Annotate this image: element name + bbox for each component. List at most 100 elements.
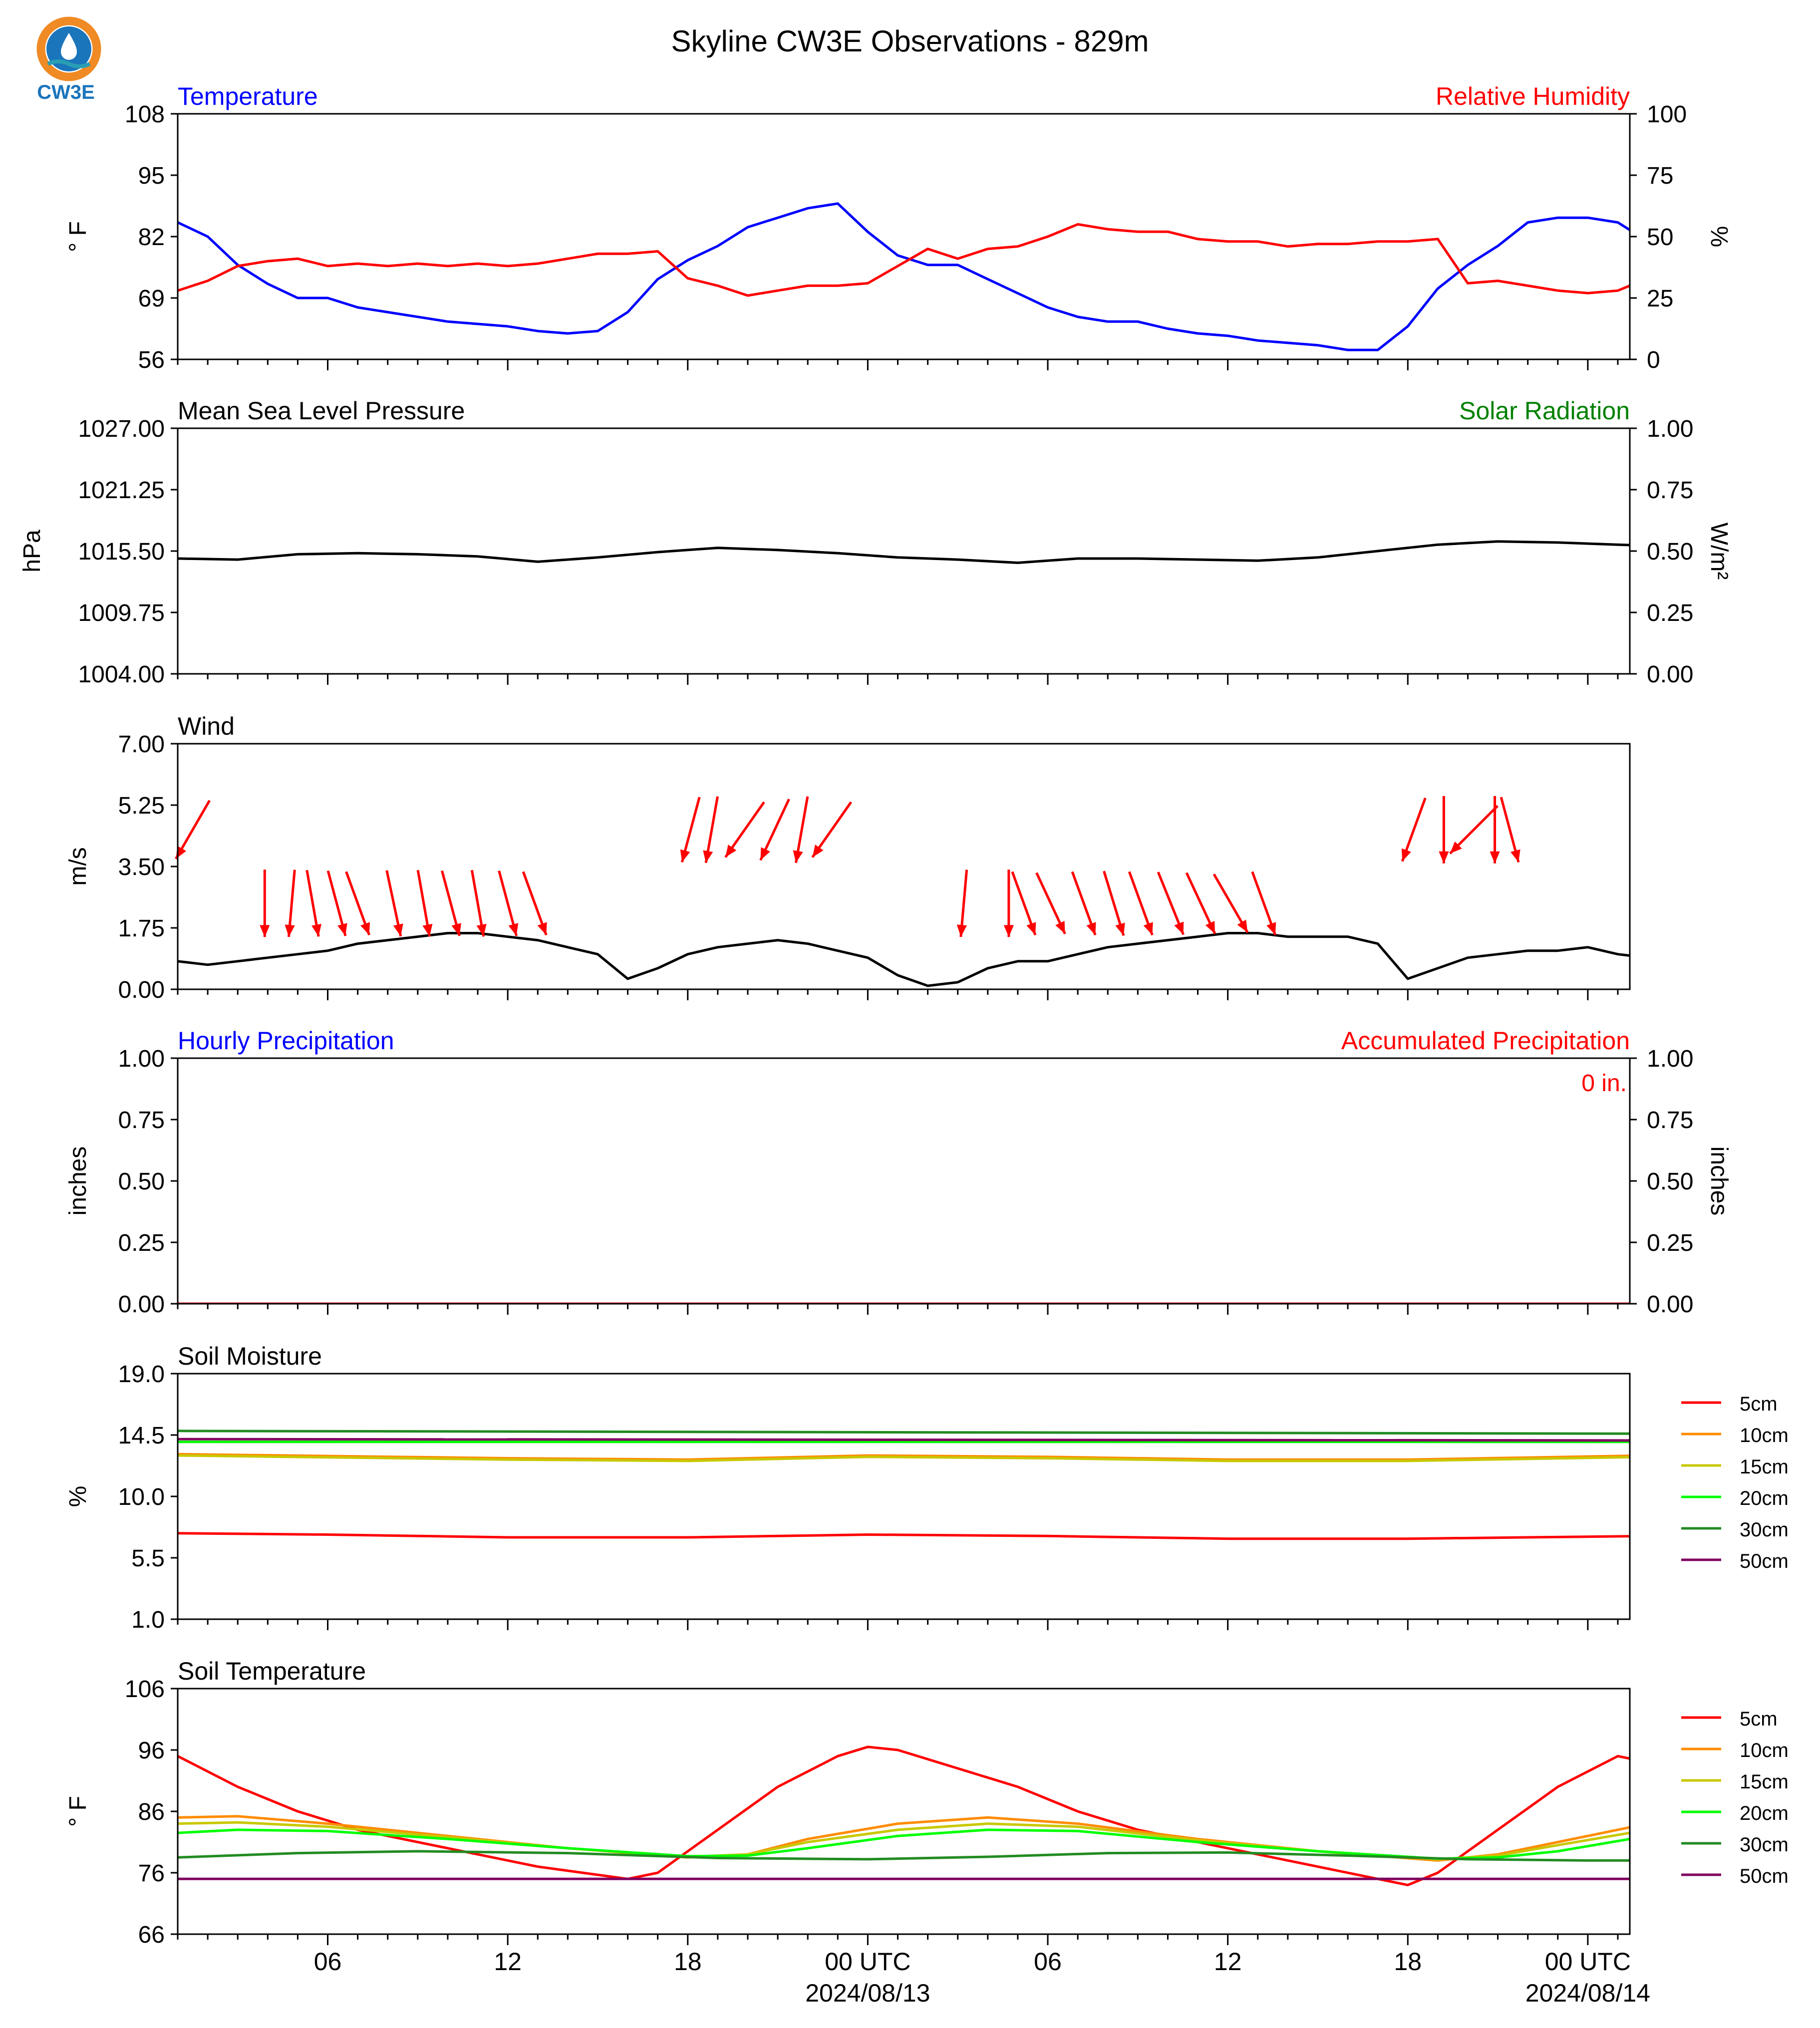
y-tick-label: 66	[138, 1922, 165, 1948]
wind-arrowhead	[1490, 851, 1500, 864]
legend-label: 10cm	[1740, 1739, 1789, 1761]
x-tick-label: 00 UTC	[1545, 1948, 1631, 1976]
y-right-tick-label: 1.00	[1647, 416, 1693, 442]
wind-arrowhead	[537, 922, 547, 935]
panel-left-title: Wind	[178, 712, 235, 740]
legend-label: 5cm	[1740, 1393, 1778, 1415]
series-line-5cm	[178, 1745, 1630, 1887]
wind-arrowhead	[1055, 920, 1065, 934]
wind-arrowhead	[703, 850, 713, 863]
wind-arrowhead	[337, 923, 347, 936]
x-date-label: 2024/08/14	[1525, 1979, 1650, 2007]
panel-right-title: Accumulated Precipitation	[1341, 1027, 1630, 1055]
wind-arrowhead	[476, 923, 487, 937]
y-axis-label: inches	[65, 1147, 91, 1216]
logo-sun-icon	[36, 16, 101, 81]
series-line-30cm	[178, 1850, 1630, 1862]
wind-arrowhead	[360, 922, 370, 935]
panel-frame	[177, 743, 1631, 990]
legend-label: 20cm	[1740, 1487, 1789, 1509]
y-right-tick-label: 0	[1647, 347, 1660, 373]
y-right-tick-label: 25	[1647, 286, 1673, 312]
y-tick-label: 96	[138, 1738, 165, 1764]
wind-arrowhead	[1003, 925, 1014, 937]
series-group	[178, 1745, 1630, 1887]
series-line-15cm	[178, 1454, 1630, 1462]
wind-arrowhead	[725, 845, 737, 858]
y-tick-label: 106	[125, 1676, 165, 1703]
wind-arrowhead	[260, 925, 270, 937]
wind-arrowhead	[1237, 919, 1248, 933]
x-tick-label: 18	[1394, 1948, 1422, 1976]
y-tick-label: 1027.00	[78, 416, 165, 442]
x-date-label: 2024/08/13	[805, 1979, 930, 2007]
y-right-tick-label: 0.00	[1647, 661, 1693, 688]
wind-arrowhead	[760, 847, 770, 861]
panel-frame	[177, 1688, 1631, 1935]
series-line	[178, 202, 1630, 351]
legend-label: 5cm	[1740, 1708, 1778, 1730]
legend-label: 20cm	[1740, 1802, 1789, 1824]
legend: 5cm 10cm 15cm 20cm 30cm 50cm	[1681, 1708, 1789, 1887]
wind-arrowhead	[1205, 920, 1215, 934]
y-axis-label: ° F	[65, 221, 91, 252]
series-line-5cm	[178, 1532, 1630, 1540]
legend-label: 15cm	[1740, 1456, 1789, 1478]
y-right-axis-label: %	[1706, 226, 1732, 248]
y-tick-label: 1015.50	[78, 539, 165, 565]
x-tick-label: 18	[674, 1948, 702, 1976]
y-right-tick-label: 75	[1647, 163, 1673, 189]
y-right-tick-label: 0.75	[1647, 477, 1693, 504]
y-right-axis-label: W/m²	[1706, 523, 1732, 580]
y-tick-label: 1004.00	[78, 661, 165, 688]
y-tick-label: 1009.75	[78, 600, 165, 626]
series-line-10cm	[178, 1452, 1630, 1461]
x-tick-label: 06	[1034, 1948, 1062, 1976]
series-group	[178, 932, 1630, 987]
y-tick-label: 3.50	[118, 854, 165, 880]
series-line-30cm	[178, 1430, 1630, 1435]
panel-1: 1004.00 1009.75 1015.50 1021.25 1027.00 0.00 0…	[19, 397, 1732, 688]
y-right-tick-label: 0.50	[1647, 539, 1693, 565]
y-tick-label: 0.00	[118, 1291, 165, 1318]
panel-right-title: Solar Radiation	[1459, 397, 1630, 425]
legend-label: 10cm	[1740, 1425, 1789, 1447]
series-line	[178, 932, 1630, 987]
y-tick-label: 82	[138, 224, 165, 251]
series-line-15cm	[178, 1821, 1630, 1861]
y-right-tick-label: 100	[1647, 101, 1687, 128]
y-right-tick-label: 1.00	[1647, 1046, 1693, 1072]
wind-arrowhead	[1026, 922, 1036, 935]
panel-left-title: Soil Moisture	[178, 1342, 322, 1370]
logo-text: CW3E	[37, 81, 95, 103]
series-line-50cm	[178, 1438, 1630, 1442]
y-tick-label: 56	[138, 347, 165, 373]
wind-arrowhead	[1450, 841, 1462, 854]
y-tick-label: 108	[125, 101, 165, 128]
panel-right-title: Relative Humidity	[1436, 82, 1630, 110]
panel-0: 56 69 82 95 108 0 25 50 75 100 ° F % Temperature Rela…	[65, 82, 1732, 373]
figure-title: Skyline CW3E Observations - 829m	[671, 24, 1149, 58]
y-tick-label: 5.25	[118, 793, 165, 819]
y-right-tick-label: 0.75	[1647, 1107, 1693, 1134]
wind-arrowhead	[956, 924, 967, 937]
wind-arrowhead	[451, 923, 461, 936]
y-tick-label: 0.25	[118, 1230, 165, 1256]
y-right-axis-label: inches	[1706, 1147, 1732, 1216]
y-axis-label: hPa	[19, 530, 45, 573]
panel-left-title: Temperature	[178, 82, 318, 110]
series-group	[178, 1430, 1630, 1540]
y-axis-label: %	[65, 1486, 91, 1507]
wind-arrowhead	[812, 845, 824, 858]
panel-frame	[177, 427, 1631, 675]
x-tick-label: 12	[1214, 1948, 1242, 1976]
wind-arrowhead	[793, 850, 803, 863]
wind-arrowhead	[422, 923, 433, 937]
cw3e-logo: CW3E	[36, 16, 101, 103]
y-tick-label: 1.00	[118, 1046, 165, 1072]
accumulated-precip-value: 0 in.	[1581, 1070, 1627, 1097]
y-right-tick-label: 50	[1647, 224, 1673, 251]
panel-frame	[177, 113, 1631, 360]
y-tick-label: 0.75	[118, 1107, 165, 1134]
y-tick-label: 86	[138, 1799, 165, 1825]
